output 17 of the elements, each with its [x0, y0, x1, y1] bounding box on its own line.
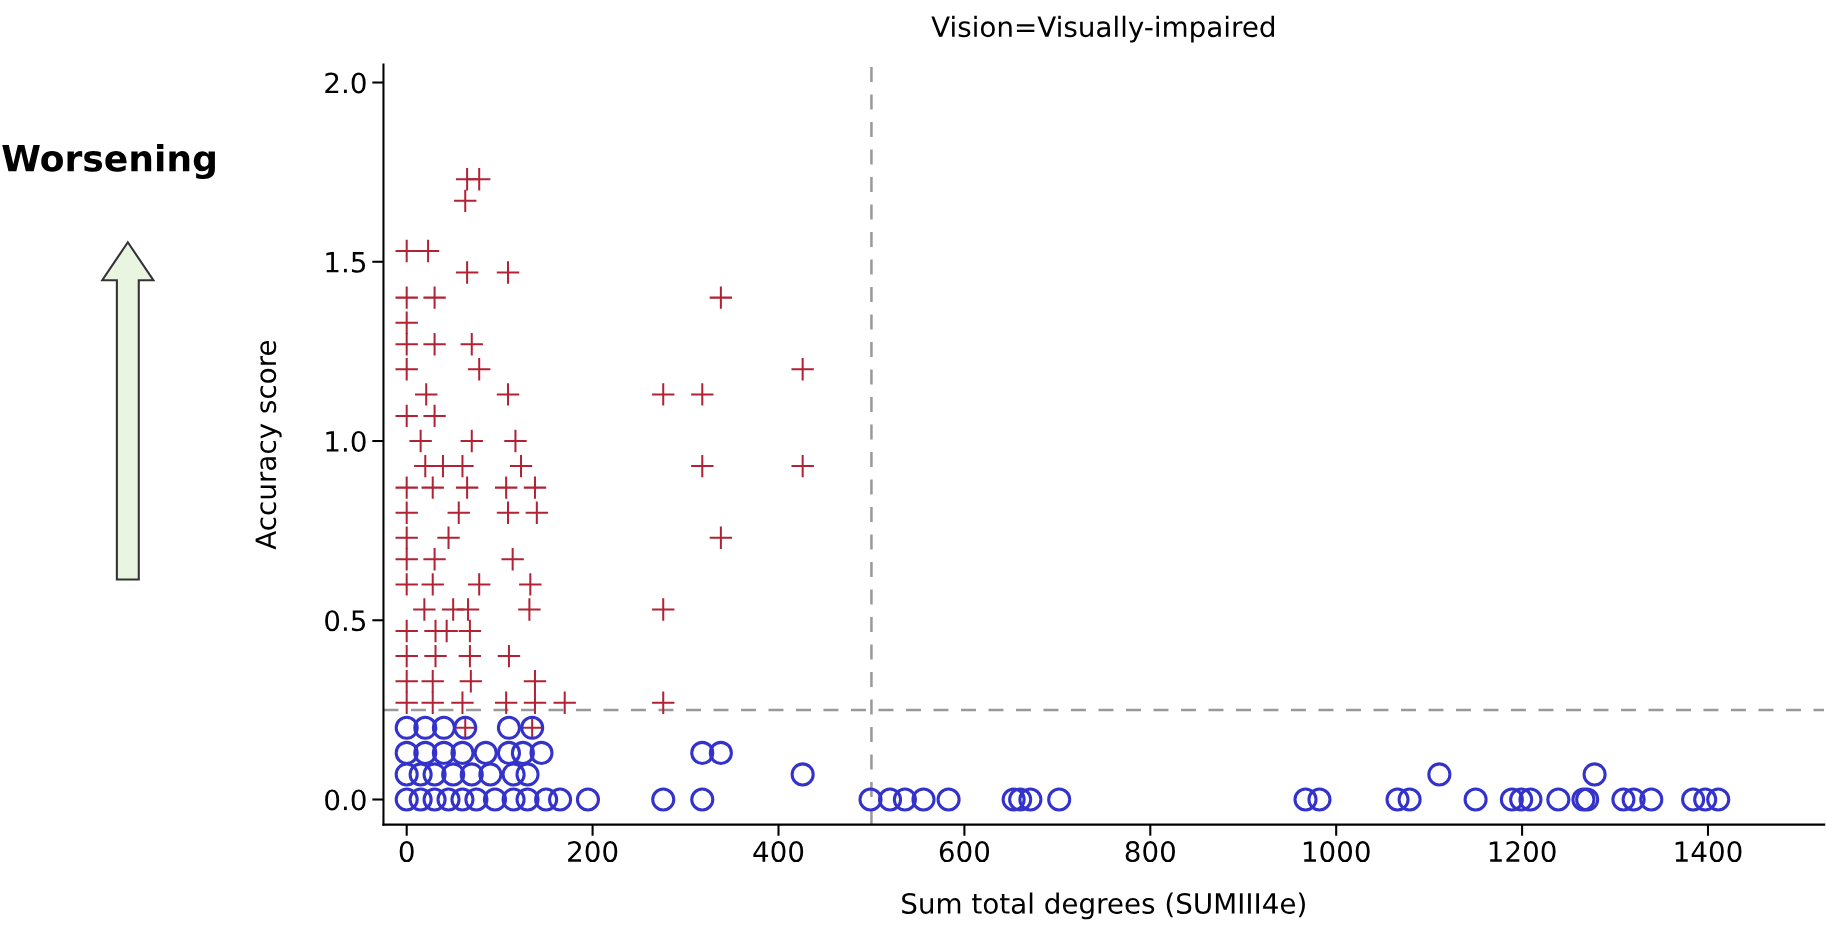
y-tick-label: 1.5: [326, 252, 366, 273]
y-axis-title: Accuracy score: [255, 340, 282, 550]
x-tick-label: 0: [399, 841, 414, 863]
y-tick-label: 0.0: [325, 789, 366, 811]
x-axis-title: Sum total degrees (SUMIII4e): [902, 892, 1305, 920]
y-tick-label: 2.0: [325, 72, 366, 94]
x-tick-label: 1400: [1675, 841, 1742, 863]
y-tick-label: 1.0: [326, 430, 366, 452]
x-tick-label: 400: [753, 841, 804, 863]
x-tick-label: 1200: [1489, 841, 1556, 863]
x-tick-label: 800: [1125, 841, 1175, 863]
y-tick-label: 0.5: [325, 610, 366, 632]
x-tick-label: 600: [939, 841, 990, 863]
x-tick-label: 200: [568, 841, 618, 863]
text: Worsening: [2, 143, 215, 180]
x-tick-label: 1000: [1303, 841, 1370, 863]
chart-title: Vision=Visually-impaired: [931, 15, 1275, 43]
